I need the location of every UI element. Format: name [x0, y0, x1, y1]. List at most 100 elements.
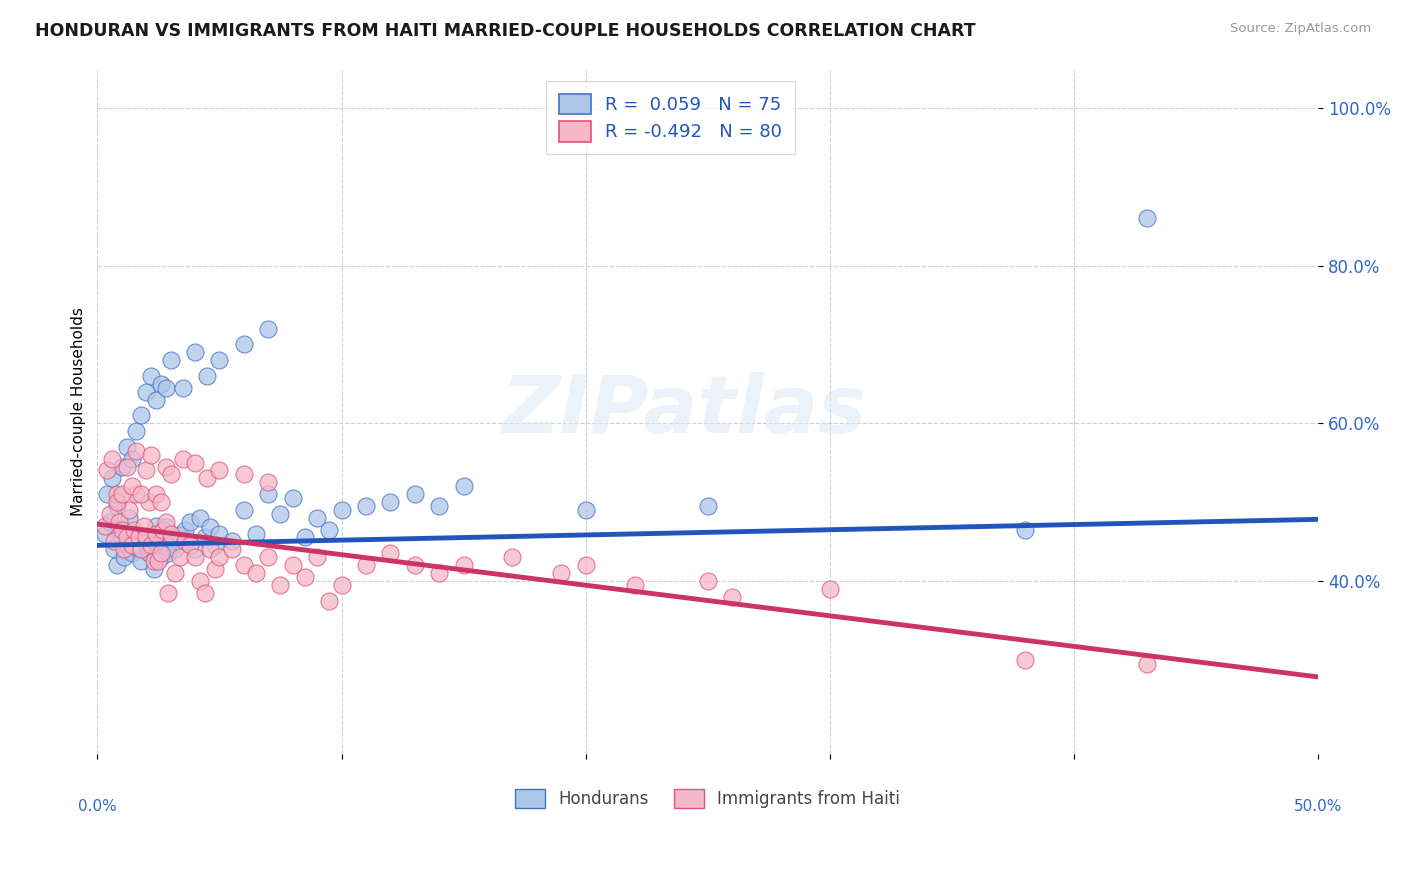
Point — [115, 440, 138, 454]
Point — [122, 523, 145, 537]
Point — [159, 534, 181, 549]
Point — [121, 479, 143, 493]
Point — [159, 467, 181, 482]
Point — [330, 503, 353, 517]
Point — [281, 491, 304, 505]
Point — [501, 550, 523, 565]
Point — [204, 562, 226, 576]
Text: HONDURAN VS IMMIGRANTS FROM HAITI MARRIED-COUPLE HOUSEHOLDS CORRELATION CHART: HONDURAN VS IMMIGRANTS FROM HAITI MARRIE… — [35, 22, 976, 40]
Point — [152, 523, 174, 537]
Point — [195, 368, 218, 383]
Point — [105, 499, 128, 513]
Point — [159, 526, 181, 541]
Point — [145, 518, 167, 533]
Point — [194, 531, 217, 545]
Point — [179, 538, 201, 552]
Point — [169, 550, 191, 565]
Point — [115, 459, 138, 474]
Point — [427, 566, 450, 580]
Point — [115, 531, 138, 545]
Point — [121, 538, 143, 552]
Point — [155, 459, 177, 474]
Point — [111, 523, 134, 537]
Point — [135, 538, 157, 552]
Legend: Hondurans, Immigrants from Haiti: Hondurans, Immigrants from Haiti — [509, 782, 907, 814]
Point — [188, 574, 211, 588]
Point — [149, 546, 172, 560]
Point — [354, 499, 377, 513]
Point — [257, 487, 280, 501]
Point — [108, 523, 131, 537]
Point — [149, 376, 172, 391]
Point — [155, 515, 177, 529]
Point — [101, 451, 124, 466]
Point — [257, 550, 280, 565]
Point — [818, 582, 841, 596]
Point — [174, 534, 197, 549]
Point — [149, 495, 172, 509]
Point — [111, 459, 134, 474]
Point — [307, 550, 329, 565]
Point — [139, 448, 162, 462]
Point — [142, 554, 165, 568]
Point — [98, 507, 121, 521]
Point — [257, 475, 280, 490]
Point — [404, 487, 426, 501]
Point — [138, 546, 160, 560]
Point — [307, 510, 329, 524]
Point — [139, 538, 162, 552]
Point — [111, 487, 134, 501]
Point — [550, 566, 572, 580]
Point — [96, 463, 118, 477]
Point — [135, 531, 157, 545]
Point — [128, 542, 150, 557]
Point — [198, 542, 221, 557]
Text: 0.0%: 0.0% — [77, 798, 117, 814]
Point — [575, 558, 598, 572]
Point — [152, 531, 174, 545]
Point — [169, 528, 191, 542]
Point — [98, 515, 121, 529]
Point — [139, 368, 162, 383]
Point — [172, 451, 194, 466]
Point — [184, 456, 207, 470]
Point — [135, 463, 157, 477]
Text: Source: ZipAtlas.com: Source: ZipAtlas.com — [1230, 22, 1371, 36]
Point — [184, 550, 207, 565]
Point — [159, 353, 181, 368]
Point — [118, 503, 141, 517]
Point — [380, 546, 402, 560]
Point — [221, 542, 243, 557]
Point — [208, 463, 231, 477]
Point — [184, 542, 207, 557]
Point — [696, 574, 718, 588]
Point — [131, 487, 153, 501]
Point — [138, 495, 160, 509]
Point — [453, 558, 475, 572]
Point — [195, 471, 218, 485]
Point — [101, 471, 124, 485]
Point — [221, 534, 243, 549]
Point — [157, 546, 180, 560]
Y-axis label: Married-couple Households: Married-couple Households — [72, 307, 86, 516]
Point — [105, 558, 128, 572]
Point — [132, 531, 155, 545]
Point — [294, 570, 316, 584]
Point — [145, 526, 167, 541]
Point — [112, 550, 135, 565]
Point — [155, 520, 177, 534]
Point — [125, 443, 148, 458]
Point — [1014, 652, 1036, 666]
Point — [135, 384, 157, 399]
Point — [122, 526, 145, 541]
Point — [269, 578, 291, 592]
Point — [108, 515, 131, 529]
Point — [148, 554, 170, 568]
Point — [575, 503, 598, 517]
Point — [115, 538, 138, 552]
Point — [623, 578, 645, 592]
Point — [281, 558, 304, 572]
Point — [125, 534, 148, 549]
Point — [157, 585, 180, 599]
Point — [208, 550, 231, 565]
